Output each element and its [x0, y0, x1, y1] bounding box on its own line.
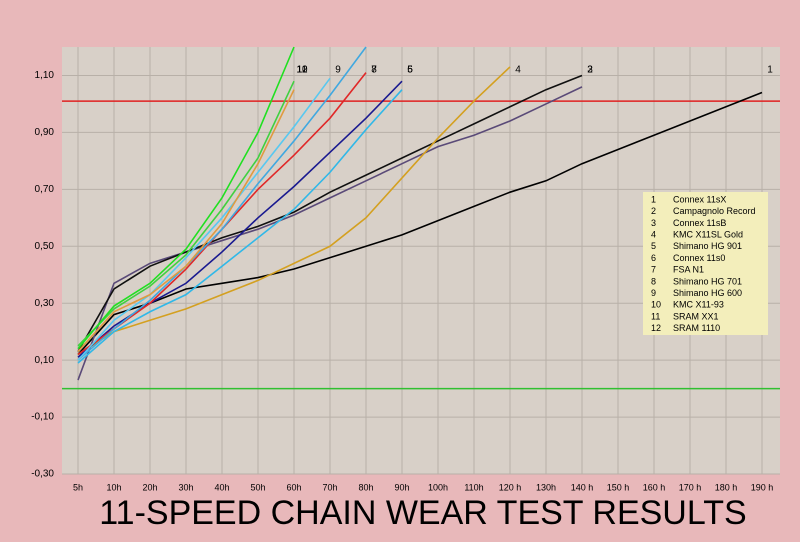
- x-tick-label: 40h: [214, 482, 229, 492]
- legend-number: 3: [651, 218, 656, 228]
- x-tick-label: 150 h: [607, 482, 630, 492]
- end-label: 9: [335, 65, 341, 76]
- legend-label: Campagnolo Record: [673, 206, 756, 216]
- end-label: 10: [296, 65, 308, 76]
- x-tick-label: 130h: [536, 482, 556, 492]
- series-line: [77, 89, 295, 353]
- series-line: [77, 91, 763, 355]
- legend-number: 10: [651, 300, 661, 310]
- series-line: [77, 46, 295, 350]
- series-line: [77, 89, 403, 364]
- end-label: 12: [296, 65, 308, 76]
- y-tick-label: 0,10: [35, 355, 55, 366]
- x-tick-label: 5h: [73, 482, 83, 492]
- x-tick-label: 120 h: [499, 482, 522, 492]
- legend-number: 4: [651, 229, 656, 239]
- series-line: [77, 86, 583, 381]
- end-label: 6: [407, 65, 413, 76]
- x-tick-label: 70h: [322, 482, 337, 492]
- y-tick-label: 0,50: [35, 241, 55, 252]
- end-label: 3: [587, 65, 593, 76]
- legend-label: Connex 11s0: [673, 253, 725, 263]
- legend-number: 2: [651, 206, 656, 216]
- legend-label: SRAM XX1: [673, 311, 719, 321]
- legend-number: 11: [651, 311, 660, 321]
- legend-number: 7: [651, 265, 656, 275]
- series-line: [77, 66, 511, 356]
- end-label: 8: [371, 65, 377, 76]
- y-tick-label: 0,70: [35, 184, 55, 195]
- y-tick-label: 1,10: [35, 70, 55, 81]
- legend-label: KMC X11SL Gold: [673, 229, 743, 239]
- x-tick-label: 140 h: [571, 482, 594, 492]
- legend-label: Shimano HG 701: [673, 276, 742, 286]
- series-line: [77, 77, 331, 361]
- legend-label: FSA N1: [673, 265, 704, 275]
- x-tick-label: 10h: [106, 482, 121, 492]
- end-label: 7: [371, 65, 377, 76]
- x-tick-label: 110h: [464, 482, 483, 492]
- x-tick-label: 160 h: [643, 482, 666, 492]
- x-tick-label: 60h: [286, 482, 301, 492]
- legend-number: 9: [651, 288, 656, 298]
- legend-number: 12: [651, 323, 661, 333]
- lines: [62, 46, 780, 390]
- legend-label: Connex 11sB: [673, 218, 726, 228]
- x-tick-label: 170 h: [679, 482, 702, 492]
- x-tick-label: 90h: [394, 482, 409, 492]
- legend-label: Shimano HG 600: [673, 288, 742, 298]
- legend-label: Connex 11sX: [673, 194, 726, 204]
- series-line: [77, 74, 583, 352]
- legend-number: 6: [651, 253, 656, 263]
- legend-number: 1: [651, 194, 656, 204]
- series-line: [77, 80, 295, 347]
- series-line: [77, 46, 367, 361]
- legend-number: 5: [651, 241, 656, 251]
- end-label: 1: [767, 65, 773, 76]
- y-tick-label: -0,10: [31, 412, 54, 423]
- end-label: 11: [297, 65, 308, 76]
- end-label: 5: [407, 65, 413, 76]
- legend-label: KMC X11-93: [673, 300, 724, 310]
- chart-title: 11-SPEED CHAIN WEAR TEST RESULTS: [99, 494, 746, 532]
- legend-number: 8: [651, 276, 656, 286]
- x-tick-label: 80h: [358, 482, 373, 492]
- x-tick-label: 20h: [142, 482, 157, 492]
- y-tick-label: 0,30: [35, 298, 55, 309]
- legend-label: Shimano HG 901: [673, 241, 742, 251]
- x-tick-label: 30h: [178, 482, 193, 492]
- x-tick-label: 190 h: [751, 482, 774, 492]
- legend-label: SRAM 1110: [673, 323, 720, 333]
- end-label: 2: [587, 65, 593, 76]
- y-tick-label: 0,90: [35, 127, 55, 138]
- x-tick-label: 180 h: [715, 482, 738, 492]
- legend: [643, 192, 768, 335]
- x-tick-label: 50h: [250, 482, 265, 492]
- grid: [62, 47, 780, 475]
- end-label: 4: [515, 65, 521, 76]
- y-tick-label: -0,30: [31, 469, 54, 480]
- x-tick-label: 100h: [428, 482, 448, 492]
